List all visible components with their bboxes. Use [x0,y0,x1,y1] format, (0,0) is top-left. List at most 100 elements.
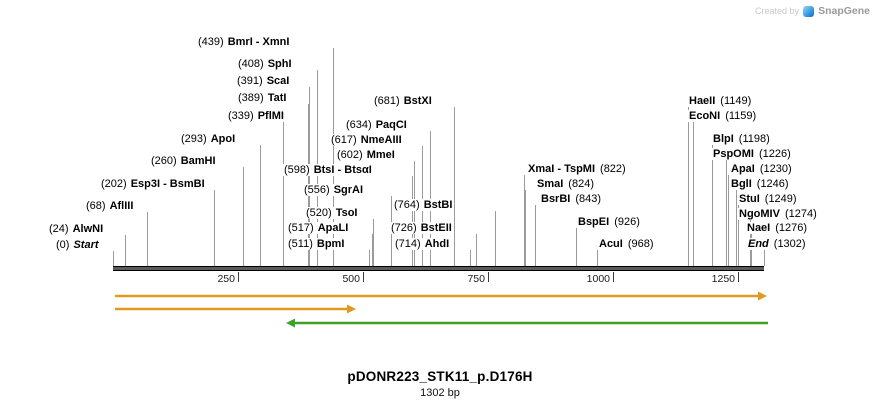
site-connector-293 [260,145,261,266]
site-position: (968) [627,238,654,250]
enzyme-site-label: (556) SgrAI [303,184,365,196]
site-connector-634 [430,131,431,266]
site-name: AlwNI [72,223,104,235]
site-position: (260) [151,155,177,167]
site-name: PflMI [257,110,284,122]
site-position: (1276) [775,222,808,234]
site-name: NaeI [747,222,771,234]
site-position: (1246) [756,178,789,190]
site-connector-714 [470,250,471,266]
enzyme-site-label: BglI (1246) [730,178,790,190]
site-position: (556) [304,184,330,196]
enzyme-site-label: EcoNI (1159) [688,110,758,122]
site-position: (517) [288,222,314,234]
site-position: (602) [337,149,363,161]
site-position: (391) [237,75,263,87]
site-position: (843) [575,193,602,205]
enzyme-site-label: (520) TsoI [305,207,359,219]
site-connector-517 [372,234,373,266]
site-connector-764 [495,211,496,266]
enzyme-site-label: (681) BstXI [373,95,433,107]
site-position: (726) [391,222,417,234]
site-connector-391 [309,87,310,266]
site-name: BstBI [423,199,453,211]
enzyme-site-label: (602) MmeI [336,149,396,161]
site-name: ApoI [210,133,236,145]
site-connector-1246 [736,190,737,266]
watermark-created-by: Created by [755,6,800,16]
enzyme-site-label: BlpI (1198) [712,133,771,145]
site-name: BlpI [713,133,734,145]
site-name: PaqCI [375,119,407,131]
site-connector-439 [333,48,334,266]
tick-mark-750 [488,272,489,282]
enzyme-site-label: (202) Esp3I - BsmBI [100,178,206,190]
site-name: AcuI [599,238,623,250]
enzyme-site-label: PspOMI (1226) [712,148,792,160]
enzyme-site-label: NaeI (1276) [746,222,809,234]
site-name: Esp3I - BsmBI [130,178,205,190]
enzyme-site-label: ApaI (1230) [730,163,793,175]
tick-mark-500 [363,272,364,282]
site-name: BtsI - BtsαI [313,164,372,176]
tick-label-1000: 1000 [586,273,610,285]
tick-label-500: 500 [342,273,360,285]
site-position: (681) [374,95,400,107]
forward-feature-arrow-short [115,304,356,314]
site-connector-1149 [688,107,689,266]
site-connector-1159 [693,122,694,266]
site-connector-0 [113,251,114,266]
site-name: BstXI [403,95,432,107]
site-connector-968 [597,250,598,266]
site-connector-681 [454,107,455,266]
site-position: (520) [306,207,332,219]
enzyme-site-label: (598) BtsI - BtsαI [283,164,373,176]
site-connector-822 [524,175,525,266]
site-name: SmaI [537,178,564,190]
site-position: (202) [101,178,127,190]
site-connector-598 [412,176,413,266]
enzyme-site-label: (389) TatI [237,92,288,104]
reverse-feature-arrow [286,318,768,328]
site-name: TsoI [335,207,358,219]
site-name: BspEI [578,216,610,228]
site-position: (389) [238,92,264,104]
watermark: Created by SnapGene [755,5,870,17]
site-position: (1230) [759,163,792,175]
enzyme-site-label: XmaI - TspMI (822) [527,163,627,175]
site-connector-926 [576,228,577,266]
site-name: SgrAI [333,184,364,196]
sequence-line [113,266,764,271]
site-connector-511 [369,250,370,266]
site-name: ApaI [731,163,755,175]
site-connector-68 [147,212,148,266]
enzyme-site-label: (24) AlwNI [48,223,105,235]
site-position: (822) [600,163,626,175]
site-name: AflIII [109,200,134,212]
watermark-brand: SnapGene [818,5,870,17]
forward-feature-arrow-full [115,291,767,301]
site-connector-1276 [751,234,752,266]
site-connector-602 [414,161,415,266]
enzyme-site-label: (634) PaqCI [345,119,408,131]
enzyme-site-label: (0) Start [55,239,100,251]
enzyme-site-label: (68) AflIII [85,200,135,212]
site-connector-202 [214,190,215,266]
site-position: (764) [394,199,420,211]
enzyme-site-label: BsrBI (843) [540,193,603,205]
enzyme-site-label: (339) PflMI [227,110,285,122]
site-name: BpmI [316,238,345,250]
site-name: TatI [267,92,287,104]
enzyme-site-label: (517) ApaLI [287,222,350,234]
site-position: (598) [284,164,310,176]
site-name: End [748,238,769,250]
site-name: Start [73,239,99,251]
site-name: NmeAIII [360,134,402,146]
site-position: (1226) [758,148,791,160]
snapgene-logo-icon [803,5,815,17]
site-position: (824) [568,178,594,190]
site-connector-24 [125,235,126,266]
tick-mark-250 [238,272,239,282]
